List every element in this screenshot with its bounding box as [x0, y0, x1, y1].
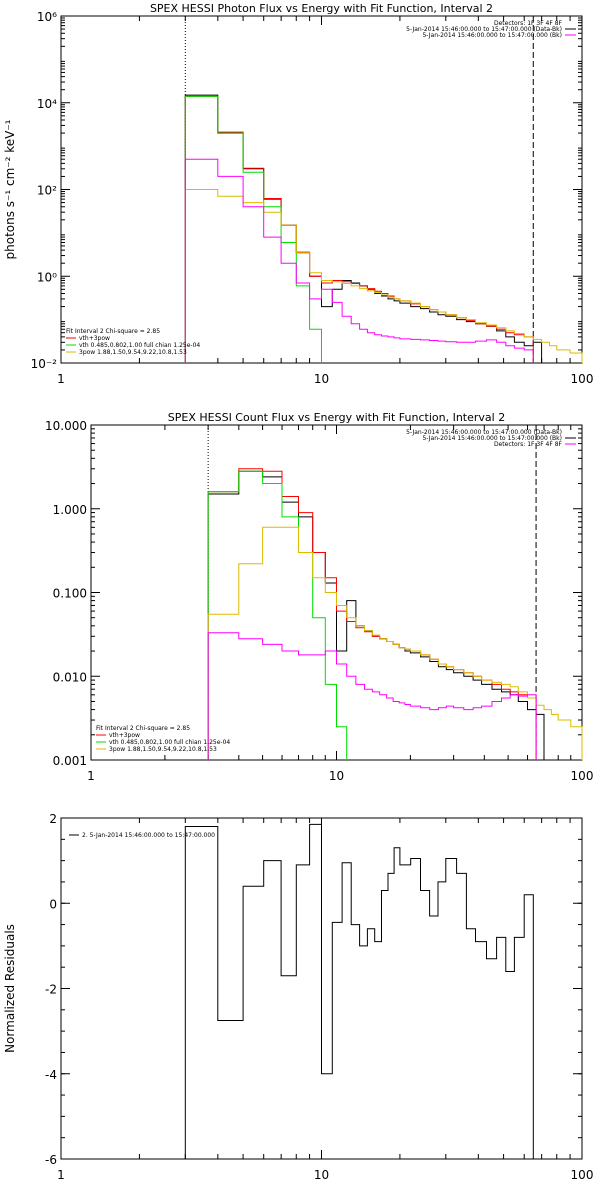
- y-tick-label: 0.010: [53, 670, 87, 684]
- y-tick-label: 10.000: [45, 419, 87, 433]
- chart-title: SPEX HESSI Count Flux vs Energy with Fit…: [168, 411, 505, 424]
- legend-bottom-left-entry: vth 0.485,0.802,1.00 full chian 1.25e-04: [79, 342, 200, 349]
- y-tick-label: -4: [45, 1068, 57, 1082]
- legend-top-right-entry: 5-Jan-2014 15:46:00.000 to 15:47:00.000 …: [406, 429, 562, 436]
- y-tick-label: 10⁶: [37, 10, 57, 24]
- y-tick-label: -6: [45, 1153, 57, 1167]
- series-line-2: [184, 95, 322, 363]
- series-line-4: [207, 632, 537, 760]
- legend-bottom-left-entry: Fit Interval 2 Chi-square = 2.85: [96, 725, 190, 732]
- series-line-0: [184, 823, 534, 1159]
- y-tick-label: 0: [49, 897, 57, 911]
- y-tick-label: 0.001: [53, 754, 87, 768]
- legend-top-right-entry: Detectors: 1F 3F 4F 8F: [494, 441, 563, 448]
- x-tick-label: 1: [87, 769, 95, 783]
- y-tick-label: 0.100: [53, 587, 87, 601]
- x-tick-label: 100: [571, 769, 594, 783]
- x-tick-label: 10: [329, 769, 344, 783]
- legend-top-right-entry: 5-Jan-2014 15:46:00.000 to 15:47:00.000 …: [422, 32, 562, 39]
- series-line-0: [184, 94, 543, 363]
- series-line-3: [207, 526, 583, 760]
- x-tick-label: 100: [571, 372, 594, 386]
- series-line-1: [207, 468, 537, 760]
- legend-top-right-entry: Detectors: 1F 3F 4F 8F: [494, 20, 563, 27]
- x-tick-label: 1: [57, 372, 65, 386]
- y-axis-label: photons s⁻¹ cm⁻² keV⁻¹: [3, 119, 17, 259]
- legend-bottom-left-entry: vth+3pow: [79, 335, 110, 342]
- legend-bottom-left-entry: 3pow 1.88,1.50,9.54,9.22,10.8,1.53: [109, 746, 217, 753]
- legend-bottom-left-entry: vth 0.485,0.802,1.00 full chian 1.25e-04: [109, 739, 230, 746]
- y-tick-label: 10⁻²: [31, 357, 58, 371]
- y-tick-label: 2: [49, 812, 57, 826]
- x-tick-label: 10: [314, 1168, 329, 1182]
- x-tick-label: 1: [57, 1168, 65, 1182]
- chart-title: SPEX HESSI Photon Flux vs Energy with Fi…: [150, 2, 493, 15]
- legend-bottom-left-entry: vth+3pow: [109, 732, 140, 739]
- legend-top-right-entry: 5-Jan-2014 15:46:00.000 to 15:47:00.000 …: [422, 435, 562, 442]
- y-axis-label: Normalized Residuals: [3, 924, 17, 1053]
- legend-top-right-entry: 5-Jan-2014 15:46:00.000 to 15:47:00.000 …: [406, 26, 562, 33]
- series-line-4: [184, 158, 534, 363]
- plot-frame: [60, 15, 583, 364]
- series-line-3: [184, 189, 583, 363]
- y-tick-label: 10⁴: [37, 97, 57, 111]
- x-tick-label: 10: [314, 372, 329, 386]
- y-tick-label: -2: [45, 983, 57, 997]
- y-tick-label: 10²: [37, 184, 57, 198]
- legend-bottom-left-entry: Fit Interval 2 Chi-square = 2.85: [66, 328, 160, 335]
- series-line-2: [207, 470, 348, 760]
- legend-top-left-entry: 2. 5-Jan-2014 15:46:00.000 to 15:47:00.0…: [82, 832, 215, 839]
- y-tick-label: 10⁰: [37, 270, 57, 284]
- x-tick-label: 100: [571, 1168, 594, 1182]
- y-tick-label: 1.000: [53, 503, 87, 517]
- legend-bottom-left-entry: 3pow 1.88,1.50,9.54,9.22,10.8,1.53: [79, 349, 187, 356]
- series-line-0: [207, 470, 545, 760]
